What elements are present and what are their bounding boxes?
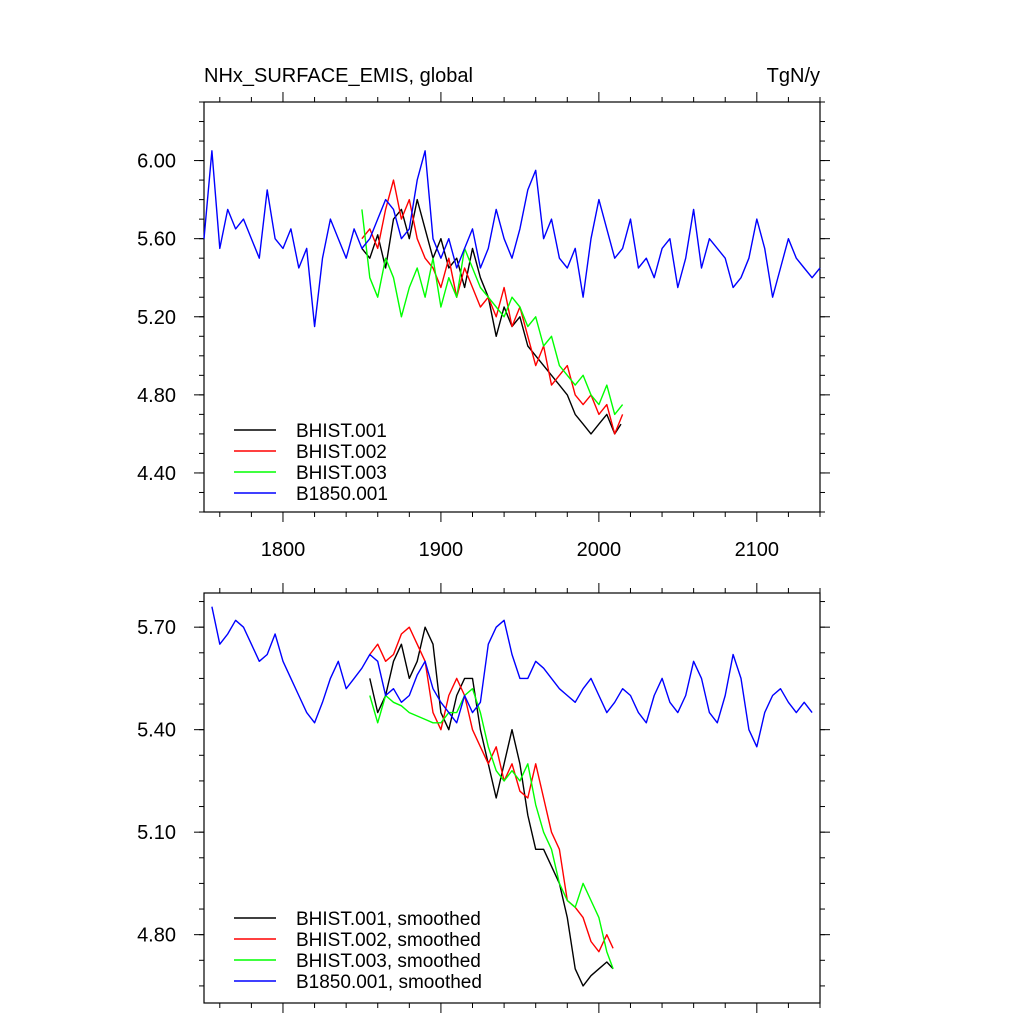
y-tick-label: 5.70 bbox=[137, 617, 176, 639]
chart-title: NHx_SURFACE_EMIS, global bbox=[204, 65, 473, 87]
series-line-b1850-001-smoothed bbox=[211, 606, 813, 748]
plot-frame bbox=[203, 101, 821, 513]
y-tick-label: 5.60 bbox=[137, 229, 176, 251]
y-tick-label: 4.80 bbox=[137, 925, 176, 947]
x-tick-label: 1900 bbox=[419, 539, 464, 561]
top-panel: NHx_SURFACE_EMIS, global TgN/y 1800 1900 2… bbox=[137, 65, 830, 561]
x-tick-label: 2000 bbox=[577, 539, 622, 561]
units-label: TgN/y bbox=[767, 65, 820, 87]
plot-frame bbox=[203, 592, 821, 1004]
x-tick-label: 1800 bbox=[261, 539, 306, 561]
series-line-bhist-003 bbox=[361, 209, 624, 416]
y-tick-label: 4.40 bbox=[137, 463, 176, 485]
x-tick-label: 2100 bbox=[735, 539, 780, 561]
y-tick-label: 6.00 bbox=[137, 151, 176, 173]
legend-label: BHIST.001 bbox=[296, 421, 387, 442]
series-line-bhist-002 bbox=[361, 179, 624, 435]
y-tick-label: 4.80 bbox=[137, 385, 176, 407]
series-line-bhist-003-smoothed bbox=[369, 688, 614, 970]
legend-label: BHIST.001, smoothed bbox=[296, 909, 481, 930]
y-tick-label: 5.40 bbox=[137, 720, 176, 742]
series-line-bhist-001-smoothed bbox=[369, 626, 614, 987]
legend-label: BHIST.002, smoothed bbox=[296, 930, 481, 951]
legend-label: BHIST.003 bbox=[296, 463, 387, 484]
legend-label: BHIST.002 bbox=[296, 442, 387, 463]
y-tick-label: 5.20 bbox=[137, 307, 176, 329]
series-line-b1850-001 bbox=[203, 150, 821, 328]
legend-label: BHIST.003, smoothed bbox=[296, 951, 481, 972]
legend-label: B1850.001 bbox=[296, 484, 388, 505]
series-line-bhist-001 bbox=[361, 198, 622, 435]
y-tick-label: 5.10 bbox=[137, 822, 176, 844]
legend-label: B1850.001, smoothed bbox=[296, 972, 482, 993]
